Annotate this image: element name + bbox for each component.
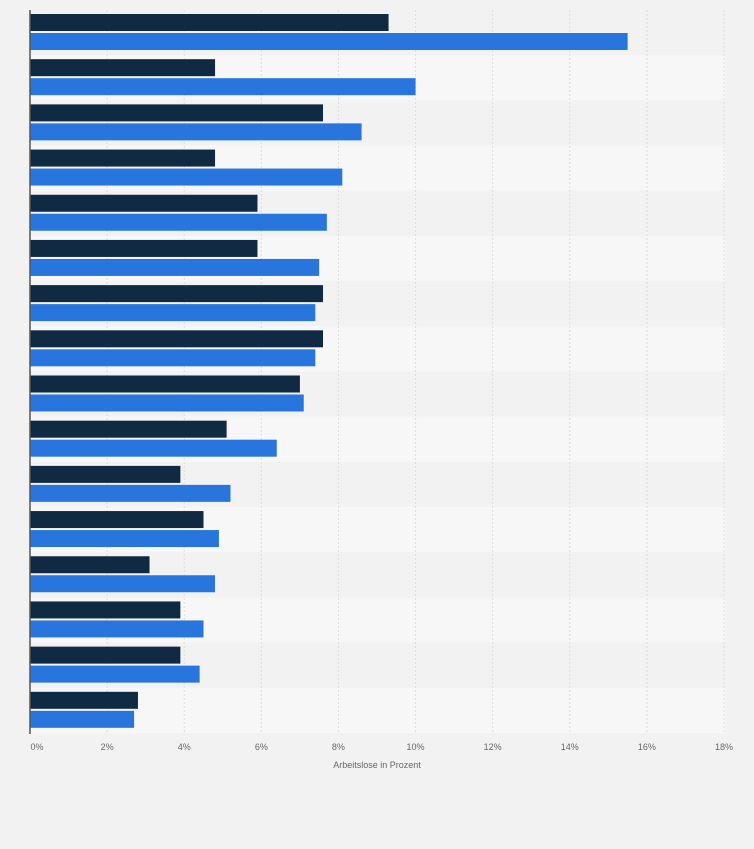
x-tick-label: 12%: [484, 742, 502, 752]
bar-series2[interactable]: [30, 530, 219, 548]
bar-series2[interactable]: [30, 665, 200, 683]
bar-series2[interactable]: [30, 168, 343, 186]
bar-series1[interactable]: [30, 194, 258, 212]
x-tick-label: 4%: [178, 742, 191, 752]
bar-series1[interactable]: [30, 420, 227, 438]
bar-series1[interactable]: [30, 375, 300, 393]
x-tick-label: 6%: [255, 742, 268, 752]
bar-series1[interactable]: [30, 601, 181, 619]
x-tick-label: 2%: [101, 742, 114, 752]
bar-series1[interactable]: [30, 239, 258, 257]
bar-series2[interactable]: [30, 439, 277, 457]
bar-series2[interactable]: [30, 258, 320, 276]
bar-series1[interactable]: [30, 59, 216, 77]
bar-series1[interactable]: [30, 646, 181, 664]
bar-series2[interactable]: [30, 710, 135, 728]
bar-series2[interactable]: [30, 484, 231, 502]
bar-series1[interactable]: [30, 149, 216, 167]
bar-series2[interactable]: [30, 33, 628, 50]
bar-series2[interactable]: [30, 304, 316, 322]
x-tick-label: 10%: [407, 742, 425, 752]
bar-series1[interactable]: [30, 556, 150, 574]
bar-series2[interactable]: [30, 349, 316, 367]
row-band: [30, 687, 725, 733]
bar-series1[interactable]: [30, 14, 389, 31]
bar-series2[interactable]: [30, 123, 362, 141]
bar-series1[interactable]: [30, 465, 181, 483]
x-tick-label: 0%: [30, 742, 43, 752]
bar-series2[interactable]: [30, 620, 204, 638]
bar-series2[interactable]: [30, 213, 327, 231]
bar-series1[interactable]: [30, 104, 324, 122]
bar-series1[interactable]: [30, 691, 138, 709]
bar-series2[interactable]: [30, 575, 216, 593]
x-tick-label: 16%: [638, 742, 656, 752]
bar-series1[interactable]: [30, 511, 204, 529]
bar-series2[interactable]: [30, 394, 304, 412]
x-tick-label: 18%: [715, 742, 733, 752]
bar-series2[interactable]: [30, 78, 416, 96]
x-axis-label: Arbeitslose in Prozent: [333, 760, 421, 770]
x-tick-label: 8%: [332, 742, 345, 752]
x-tick-label: 14%: [561, 742, 579, 752]
bar-series1[interactable]: [30, 330, 324, 348]
bar-series1[interactable]: [30, 285, 324, 303]
